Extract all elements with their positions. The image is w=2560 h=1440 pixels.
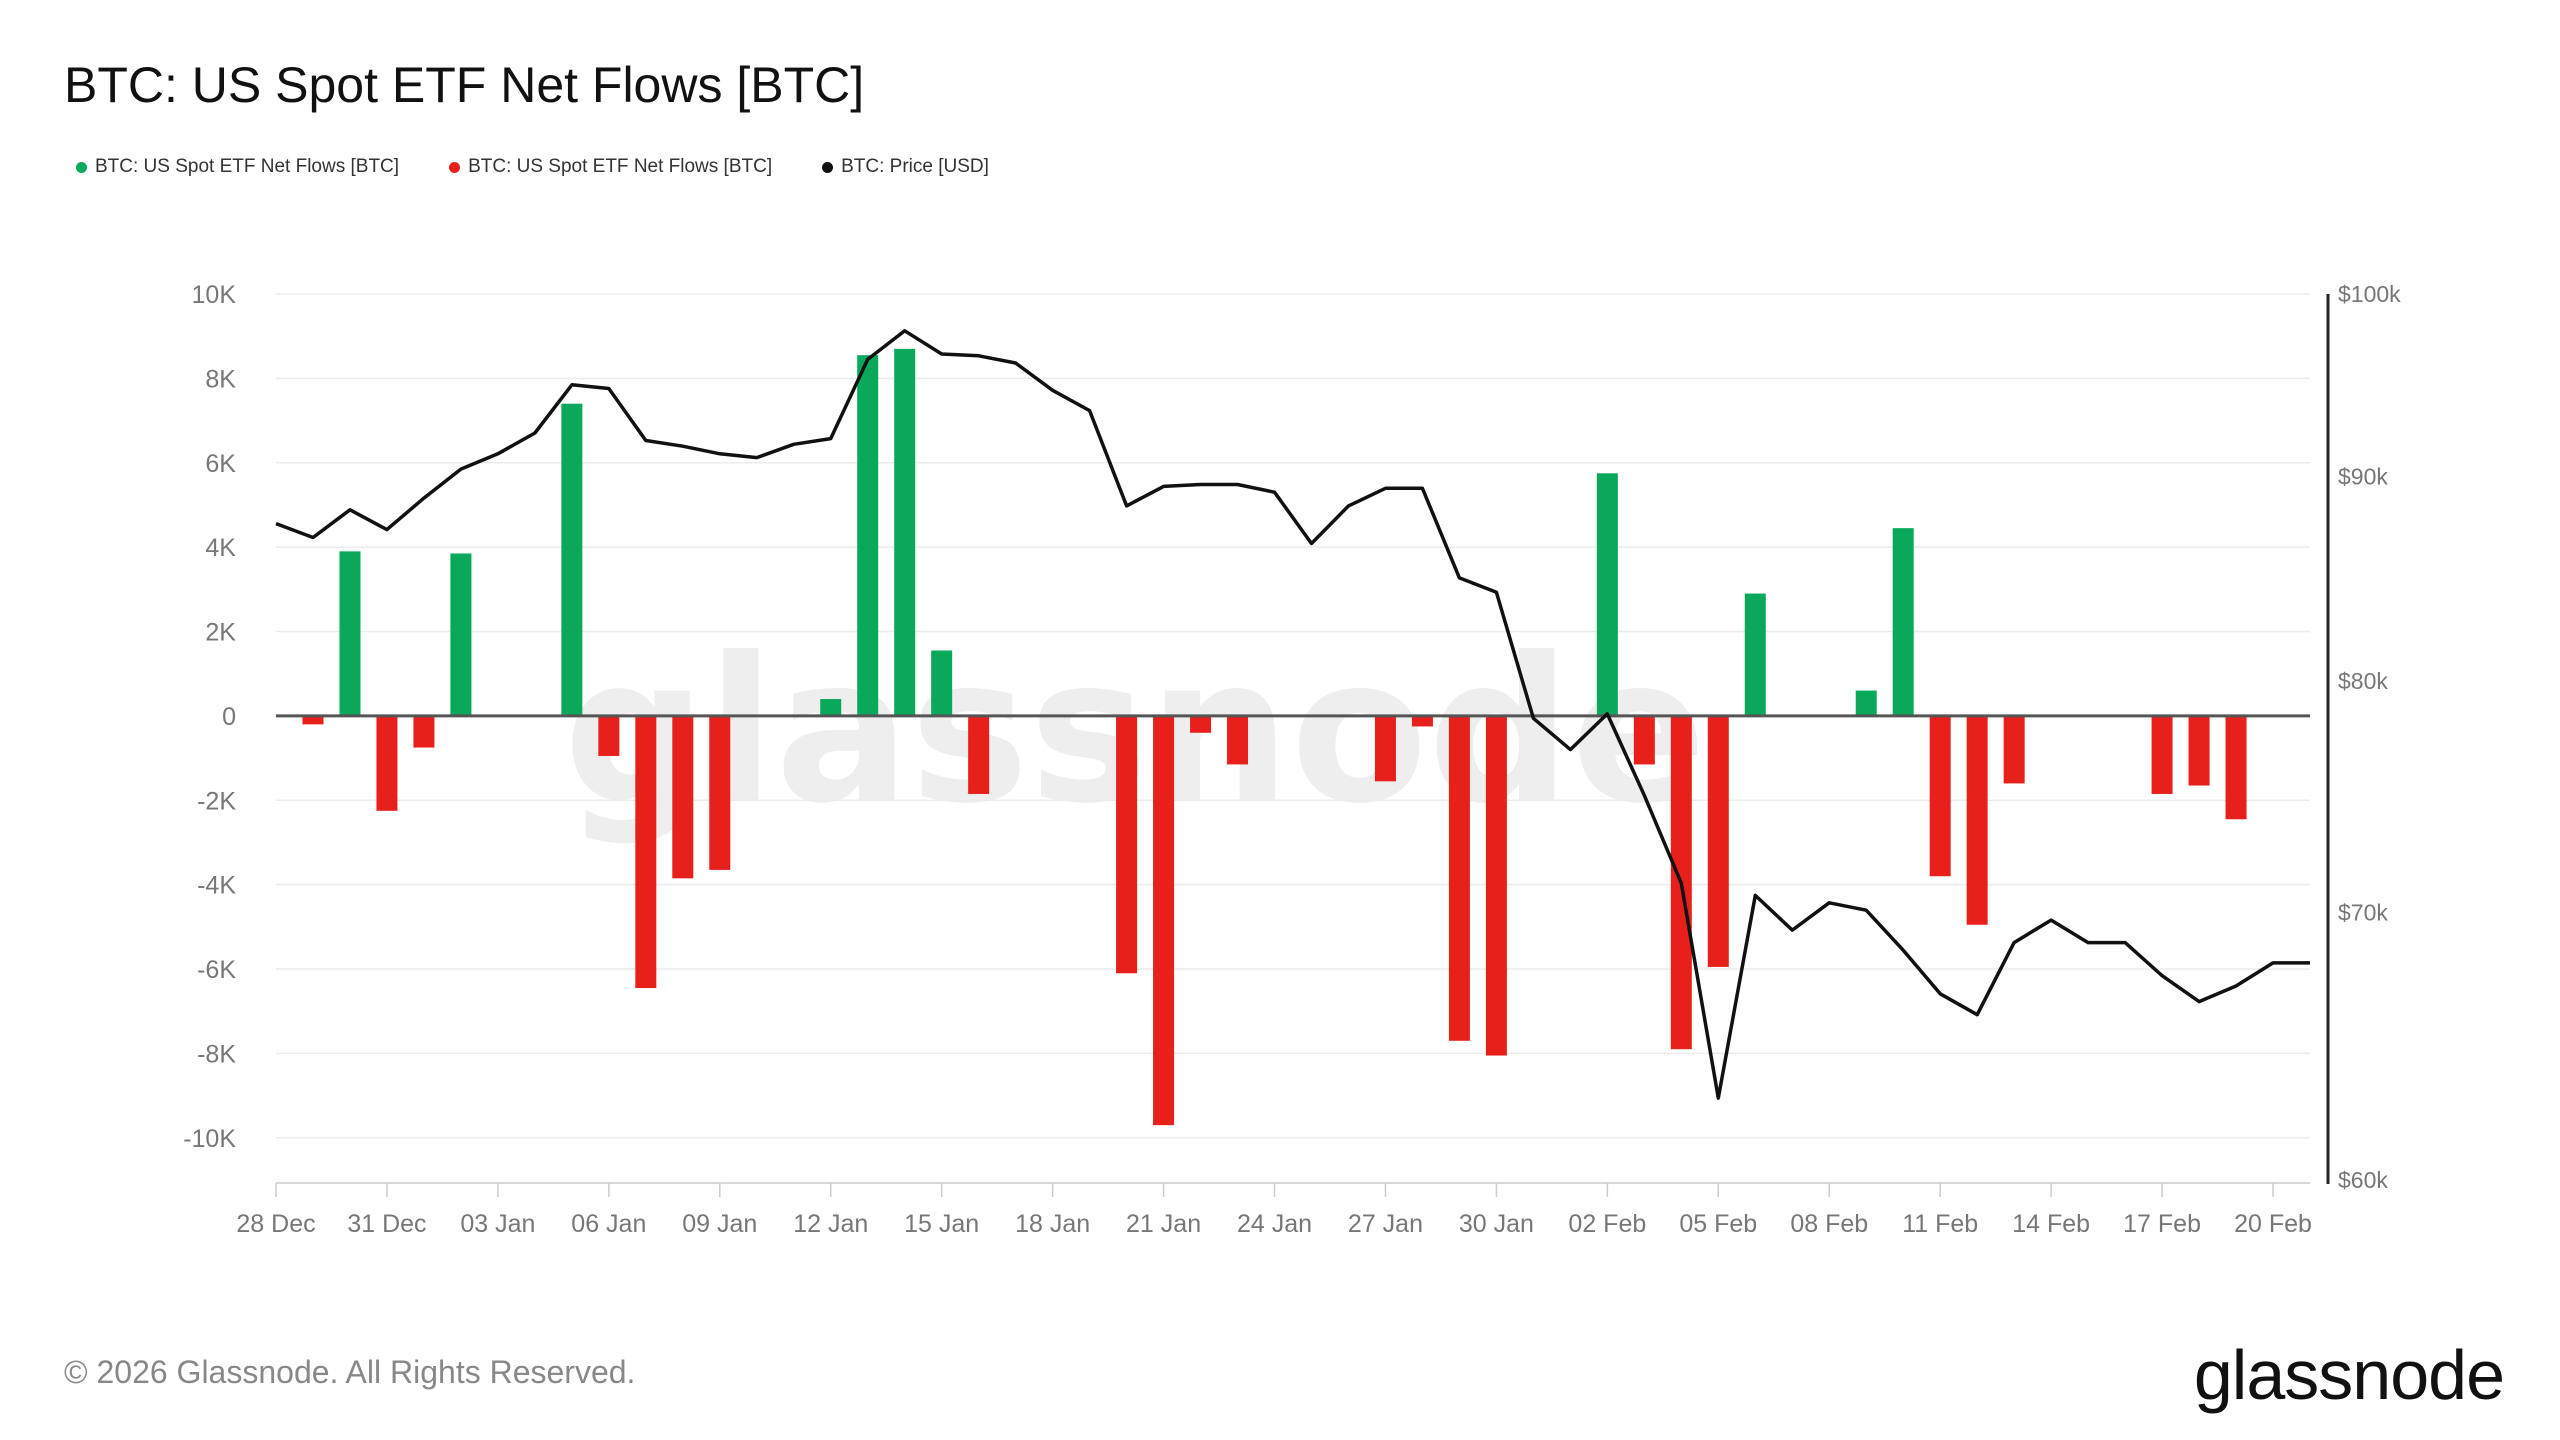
y-tick-label: -8K [197, 1040, 236, 1068]
bar-outflow [1374, 715, 1396, 782]
right-y-tick-label: $100k [2338, 281, 2401, 307]
y-tick-label: 2K [205, 619, 236, 647]
copyright: © 2026 Glassnode. All Rights Reserved. [64, 1354, 636, 1390]
x-tick-label: 27 Jan [1348, 1210, 1423, 1238]
y-tick-label: 8K [205, 365, 236, 393]
bar-inflow [1744, 593, 1766, 716]
x-tick-label: 31 Dec [347, 1210, 426, 1238]
x-tick-label: 21 Jan [1126, 1210, 1201, 1238]
x-tick-label: 08 Feb [1790, 1210, 1868, 1238]
x-tick-label: 30 Jan [1459, 1210, 1534, 1238]
right-y-tick-label: $80k [2338, 668, 2388, 694]
right-y-tick-label: $90k [2338, 464, 2388, 490]
x-tick-label: 28 Dec [236, 1210, 315, 1238]
x-tick-label: 06 Jan [571, 1210, 646, 1238]
x-tick-label: 20 Feb [2234, 1210, 2312, 1238]
bar-outflow [2003, 715, 2025, 784]
bar-outflow [1966, 715, 1988, 925]
legend-label: BTC: US Spot ETF Net Flows [BTC] [95, 156, 400, 177]
bar-outflow [1190, 715, 1212, 733]
bar-outflow [1448, 715, 1470, 1041]
legend-dot-black [822, 161, 834, 173]
bar-outflow [1633, 715, 1655, 765]
bar-outflow [1411, 715, 1433, 727]
bar-outflow [413, 715, 435, 748]
x-tick-label: 05 Feb [1679, 1210, 1757, 1238]
bar-outflow [968, 715, 990, 794]
bar-outflow [1707, 715, 1729, 967]
x-tick-label: 18 Jan [1015, 1210, 1090, 1238]
bar-outflow [672, 715, 694, 879]
legend-dot-green [76, 161, 87, 173]
bar-inflow [857, 355, 879, 716]
bar-outflow [2188, 715, 2210, 786]
bar-outflow [635, 715, 657, 989]
x-tick-label: 02 Feb [1568, 1210, 1646, 1238]
bar-outflow [376, 715, 398, 811]
price-line-group [275, 329, 2310, 1100]
x-tick-label: 24 Jan [1237, 1210, 1312, 1238]
bar-outflow [2225, 715, 2247, 820]
bar-inflow [1892, 528, 1914, 716]
y-tick-label: -6K [197, 956, 236, 984]
legend-item-green-flows[interactable]: BTC: US Spot ETF Net Flows [BTC] [76, 156, 399, 178]
page-title: BTC: US Spot ETF Net Flows [BTC] [64, 57, 865, 113]
grid [276, 293, 2310, 1139]
legend-dot-red [449, 161, 461, 173]
right-y-tick-label: $70k [2338, 900, 2388, 926]
y-tick-label: -10K [183, 1125, 236, 1153]
bar-outflow [1153, 715, 1175, 1126]
legend: BTC: US Spot ETF Net Flows [BTC] BTC: US… [76, 156, 989, 178]
bar-inflow [820, 699, 842, 716]
x-tick-label: 14 Feb [2012, 1210, 2090, 1238]
price-line [275, 329, 2310, 1100]
right-y-tick-label: $60k [2338, 1167, 2388, 1193]
y-tick-label: 10K [192, 281, 237, 309]
bars [302, 348, 2247, 1126]
x-tick-label: 15 Jan [904, 1210, 979, 1238]
y-tick-label: -2K [197, 787, 236, 815]
bar-outflow [302, 715, 324, 725]
bar-inflow [1855, 690, 1877, 716]
x-tick-label: 03 Jan [460, 1210, 535, 1238]
bar-outflow [2151, 715, 2173, 794]
bar-inflow [450, 553, 472, 716]
y-tick-label: 4K [205, 534, 236, 562]
bar-inflow [931, 650, 953, 716]
y-tick-label: -4K [197, 872, 236, 900]
bar-inflow [561, 403, 583, 716]
bar-outflow [1227, 715, 1249, 765]
brand-logo: glassnode [2193, 1336, 2505, 1414]
bar-inflow [339, 551, 361, 716]
x-tick-label: 17 Feb [2123, 1210, 2201, 1238]
legend-item-red-flows[interactable]: BTC: US Spot ETF Net Flows [BTC] [449, 156, 772, 178]
bar-inflow [1596, 473, 1618, 716]
bar-inflow [894, 348, 916, 716]
x-tick-label: 09 Jan [682, 1210, 757, 1238]
x-tick-label: 12 Jan [793, 1210, 868, 1238]
bar-outflow [1485, 715, 1507, 1056]
y-tick-label: 6K [205, 450, 236, 478]
axes: 10K 8K 6K 4K 2K 0 -2K -4K -6K -8K -10K 28 Dec 31 Dec… [183, 281, 2401, 1238]
x-tick-label: 11 Feb [1902, 1210, 1978, 1238]
y-tick-label: 0 [222, 703, 236, 731]
bar-outflow [1929, 715, 1951, 877]
bar-outflow [709, 715, 731, 870]
legend-item-price[interactable]: BTC: Price [USD] [822, 156, 989, 178]
legend-label: BTC: US Spot ETF Net Flows [BTC] [468, 156, 773, 177]
legend-label: BTC: Price [USD] [841, 156, 989, 177]
bar-outflow [1116, 715, 1138, 974]
bar-outflow [598, 715, 620, 756]
